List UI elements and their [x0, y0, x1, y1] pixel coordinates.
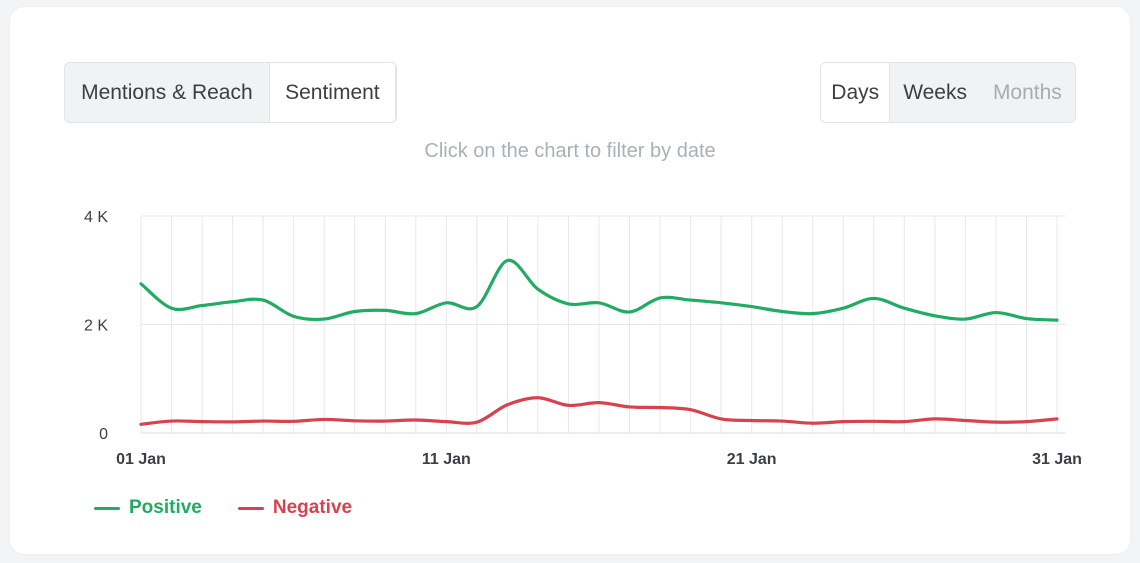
metric-toggle-group: Mentions & Reach Sentiment — [64, 62, 397, 123]
legend-swatch-negative — [237, 506, 264, 510]
y-tick-label: 4 K — [84, 209, 108, 226]
legend-item-negative[interactable]: Negative — [237, 497, 353, 519]
sentiment-line-chart[interactable]: 0 2 K 4 K 01 Jan 11 Jan 21 Jan 31 Jan — [10, 7, 1130, 554]
chart-legend: Positive Negative — [94, 497, 352, 519]
x-tick-label: 11 Jan — [422, 451, 471, 468]
weeks-tab[interactable]: Weeks — [903, 80, 967, 104]
sentiment-tab[interactable]: Sentiment — [268, 63, 396, 122]
x-tick-label: 21 Jan — [727, 451, 777, 468]
mentions-reach-tab[interactable]: Mentions & Reach — [81, 80, 253, 104]
legend-label-negative: Negative — [272, 497, 353, 518]
legend-label-positive: Positive — [129, 497, 202, 518]
chart-card: Mentions & Reach Sentiment Days Weeks Mo… — [10, 7, 1130, 554]
legend-item-positive[interactable]: Positive — [94, 497, 202, 519]
days-tab[interactable]: Days — [821, 63, 891, 122]
series-line-positive — [139, 258, 1059, 322]
months-tab[interactable]: Months — [992, 80, 1062, 104]
chart-hint-text: Click on the chart to filter by date — [424, 140, 716, 162]
y-tick-label: 0 — [99, 426, 108, 443]
x-tick-label: 31 Jan — [1032, 451, 1082, 468]
series-line-negative — [139, 396, 1059, 426]
x-tick-label: 01 Jan — [116, 451, 166, 468]
legend-swatch-positive — [94, 506, 120, 510]
period-toggle-group: Days Weeks Months — [820, 62, 1076, 123]
y-tick-label: 2 K — [84, 318, 108, 335]
